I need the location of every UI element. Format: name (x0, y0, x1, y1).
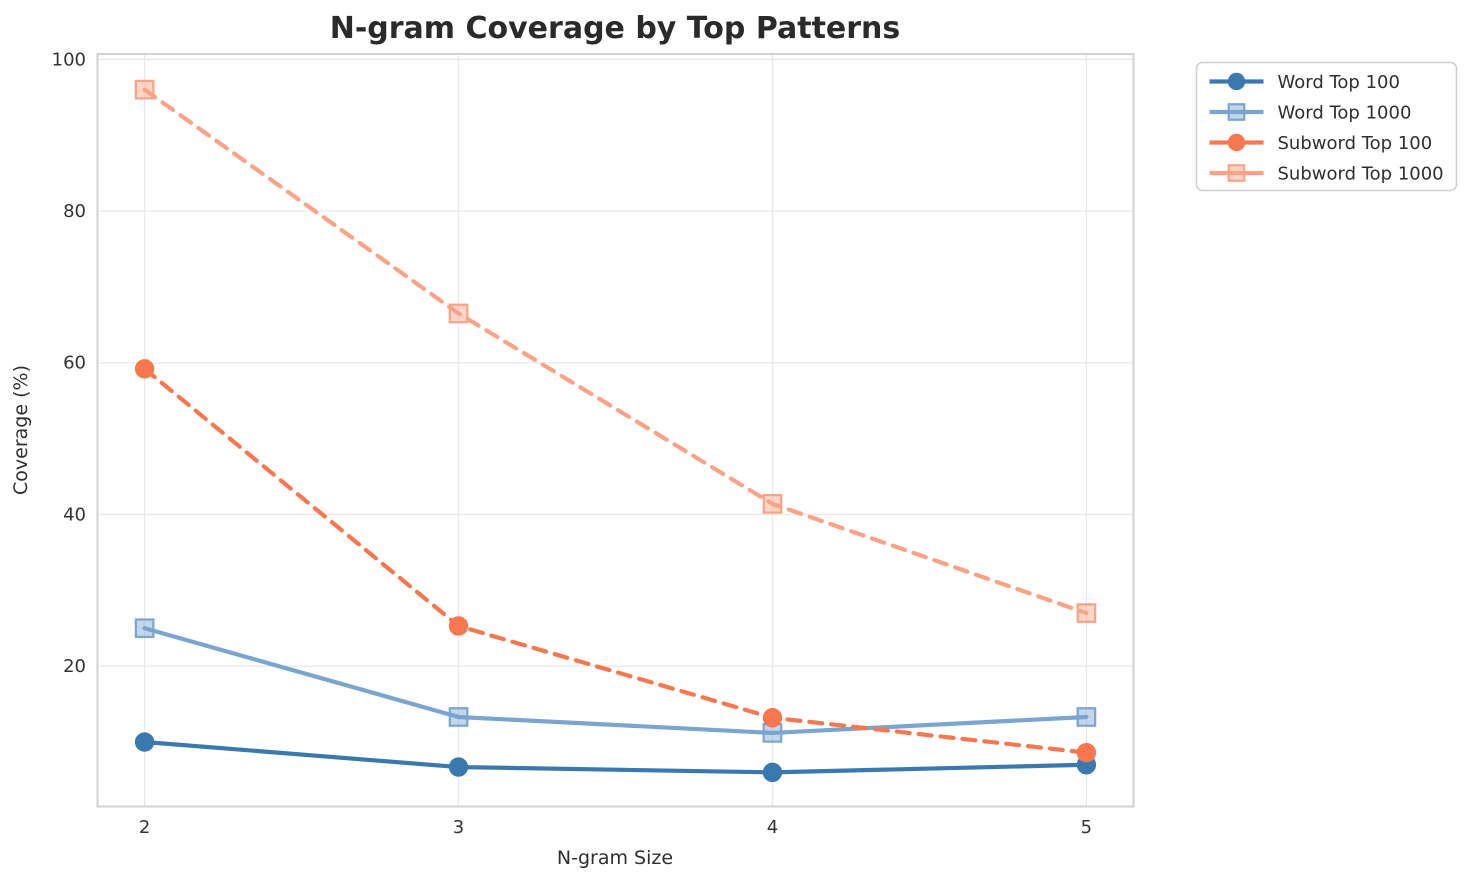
y-tick-label: 60 (63, 353, 86, 374)
legend-box (1195, 61, 1458, 192)
gridlines (97, 54, 1134, 807)
legend-item-label: Subword Top 1000 (1278, 164, 1444, 185)
series-group (134, 79, 1097, 783)
data-point-circle (448, 757, 469, 777)
data-point-square (448, 303, 469, 324)
legend-item-label: Word Top 100 (1278, 72, 1400, 93)
series-line (142, 739, 1089, 775)
data-point-circle (762, 762, 783, 783)
x-tick-label: 3 (453, 817, 464, 838)
series-word-top-1000 (134, 618, 1097, 743)
series-subword-top-100 (134, 359, 1097, 763)
data-point-square (134, 618, 155, 639)
series-line (142, 626, 1089, 736)
legend-item: Subword Top 1000 (1209, 164, 1444, 185)
x-axis-label: N-gram Size (557, 847, 673, 869)
y-axis-label: Coverage (%) (10, 365, 32, 495)
y-tick-label: 100 (52, 49, 86, 70)
y-axis-ticks: 20 40 60 80 100 (52, 49, 86, 677)
plot-border (96, 53, 1135, 808)
data-point-circle (1227, 72, 1246, 91)
data-point-square (762, 493, 783, 514)
x-tick-label: 2 (139, 817, 150, 838)
x-tick-label: 4 (767, 817, 778, 838)
data-point-circle (134, 732, 155, 752)
legend-item: Word Top 1000 (1209, 103, 1412, 124)
data-point-square (134, 79, 155, 100)
data-point-square (1076, 707, 1097, 727)
legend-item-label: Word Top 1000 (1278, 103, 1412, 124)
legend-item: Subword Top 100 (1209, 133, 1433, 154)
data-point-circle (448, 616, 469, 636)
data-point-square (448, 707, 469, 727)
y-tick-label: 80 (63, 201, 86, 222)
data-point-circle (1227, 133, 1246, 152)
data-point-square (1076, 603, 1097, 623)
y-tick-label: 40 (63, 504, 86, 525)
data-point-circle (134, 359, 155, 379)
legend-item: Word Top 100 (1209, 72, 1400, 93)
x-axis-ticks: 2 3 4 5 (139, 817, 1092, 838)
legend: Word Top 100 Word Top 1000 Subword Top 100… (1195, 61, 1458, 192)
data-point-circle (1076, 742, 1097, 763)
legend-item-label: Subword Top 100 (1278, 133, 1433, 154)
series-line (142, 366, 1089, 755)
chart-title: N-gram Coverage by Top Patterns (330, 11, 901, 46)
series-subword-top-1000 (134, 79, 1097, 623)
series-word-top-100 (134, 732, 1097, 783)
data-point-square (1227, 164, 1246, 182)
data-point-square (1227, 103, 1246, 121)
y-tick-label: 20 (63, 656, 86, 677)
x-tick-label: 5 (1081, 817, 1092, 838)
data-point-circle (762, 708, 783, 728)
